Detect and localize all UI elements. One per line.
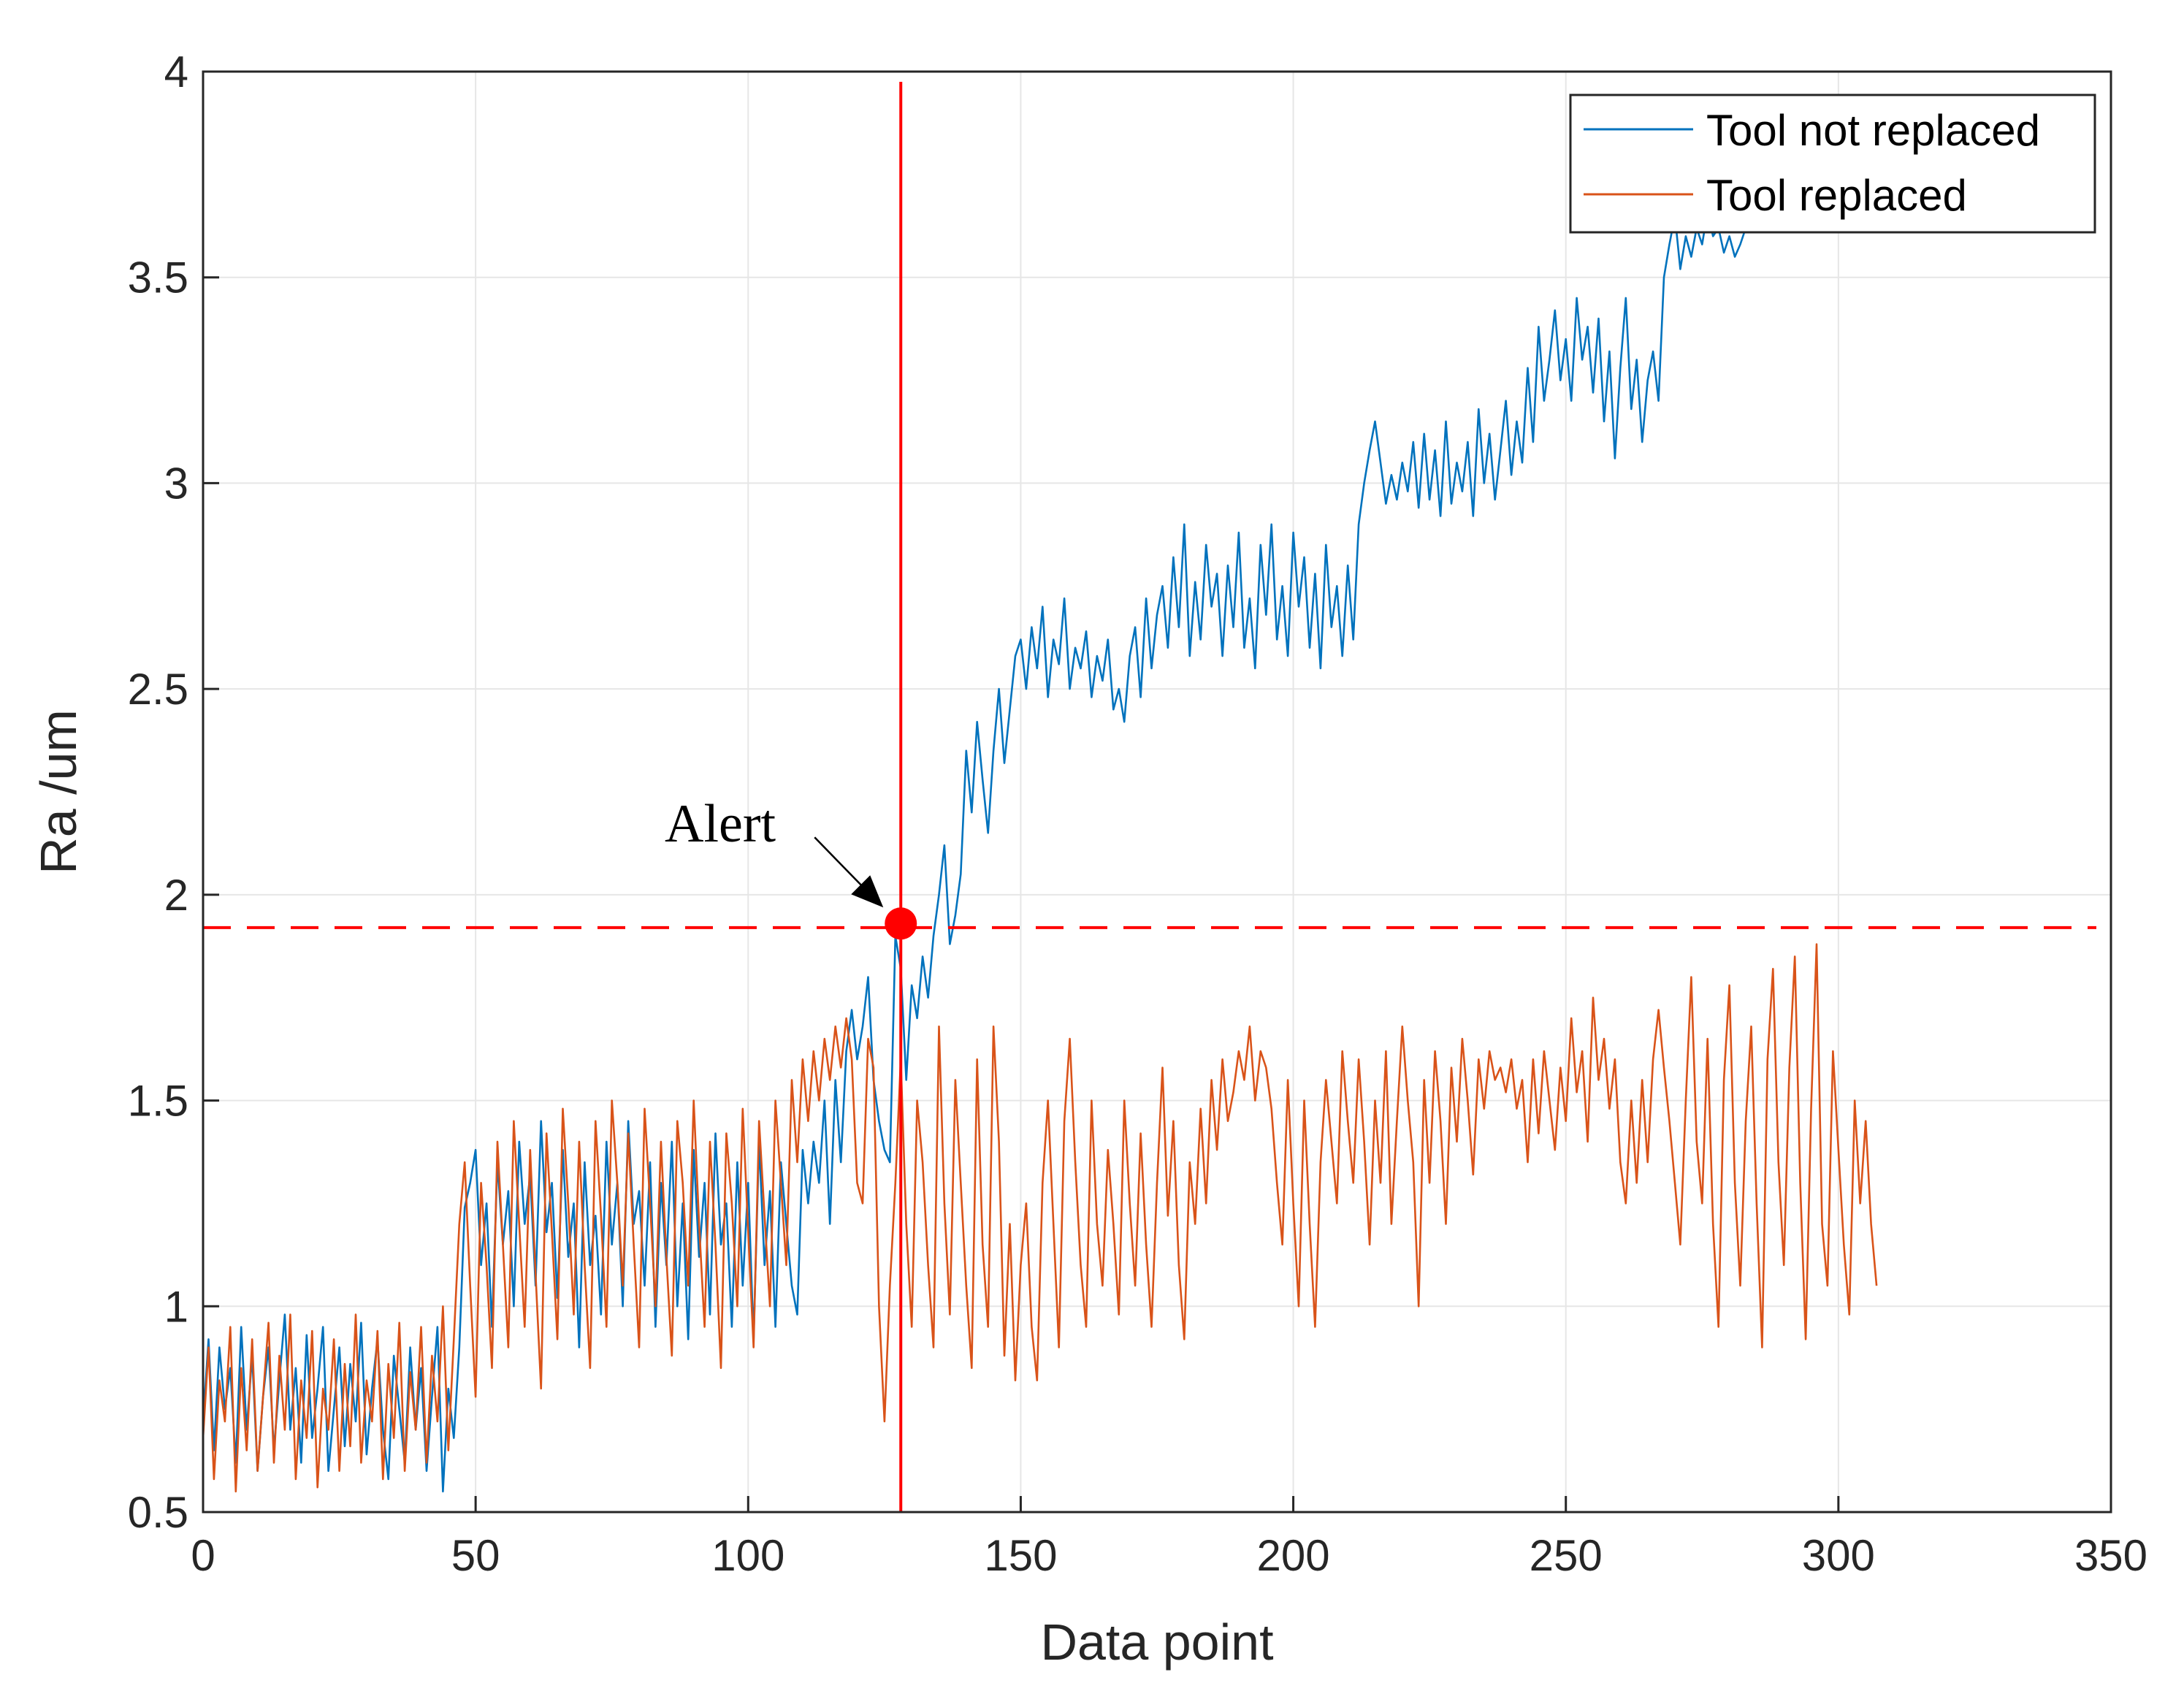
x-tick-label: 100 <box>711 1531 784 1580</box>
x-tick-label: 50 <box>451 1531 500 1580</box>
threshold-lines <box>203 82 2096 1512</box>
x-tick-label: 0 <box>191 1531 215 1580</box>
alert-point <box>885 907 917 940</box>
y-tick-label: 3 <box>164 459 188 508</box>
legend[interactable]: Tool not replaced Tool replaced <box>1569 94 2096 234</box>
x-axis-title: Data point <box>1040 1614 1273 1671</box>
legend-label-tool-replaced: Tool replaced <box>1706 171 1967 220</box>
alert-annotation: Alert <box>665 794 917 940</box>
series-lines <box>202 210 1878 1493</box>
y-tick-label: 0.5 <box>128 1488 188 1537</box>
y-tick-label: 1.5 <box>128 1077 188 1126</box>
y-tick-label: 2.5 <box>128 665 188 714</box>
y-tick-label: 2 <box>164 871 188 920</box>
x-tick-label: 350 <box>2074 1531 2147 1580</box>
legend-label-tool-not-replaced: Tool not replaced <box>1706 106 2040 155</box>
series-line-tool-not-replaced <box>202 210 1747 1493</box>
x-tick-label: 250 <box>1530 1531 1603 1580</box>
x-tick-label: 150 <box>984 1531 1057 1580</box>
axis-ticks: 0 50 100 150 200 250 300 350 0.5 1 1.5 2 2.5 3 3.5 4 <box>128 47 2147 1580</box>
axis-titles: Data point Ra /um <box>30 709 1274 1671</box>
x-tick-label: 200 <box>1257 1531 1330 1580</box>
y-tick-label: 4 <box>164 47 188 96</box>
plot-area-frame <box>202 70 2112 1514</box>
y-tick-label: 1 <box>164 1282 188 1331</box>
series-line-tool-replaced <box>202 943 1878 1493</box>
alert-arrow-head <box>851 875 884 908</box>
alert-label: Alert <box>665 794 776 854</box>
y-tick-label: 3.5 <box>128 253 188 302</box>
legend-box <box>1569 94 2096 234</box>
y-axis-title: Ra /um <box>30 709 87 874</box>
x-tick-label: 300 <box>1802 1531 1875 1580</box>
